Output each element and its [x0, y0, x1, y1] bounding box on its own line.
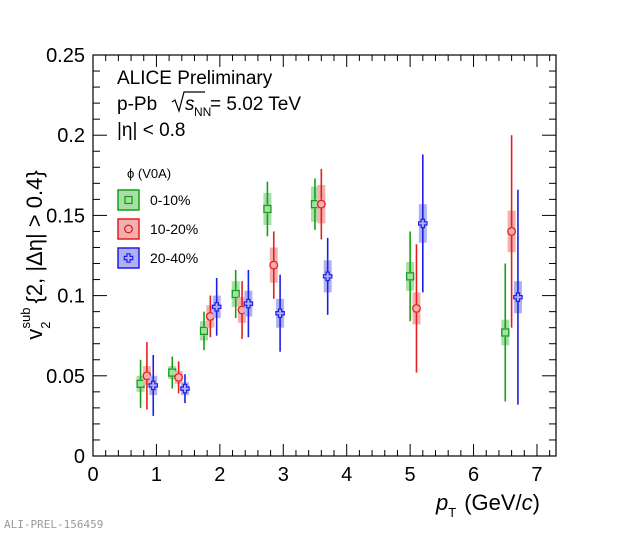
data-point: [275, 308, 285, 319]
data-point: [148, 380, 159, 391]
sys-error-box: [206, 305, 215, 328]
x-tick-label: 6: [468, 464, 479, 486]
sys-error-box: [310, 186, 319, 222]
legend-label: 20-40%: [150, 250, 198, 266]
series-20-40%: [148, 154, 523, 416]
y-axis-superscript: sub: [18, 307, 33, 328]
plot-frame: [92, 54, 557, 457]
x-axis-symbol: p: [435, 490, 448, 515]
sys-error-box: [406, 261, 415, 291]
y-axis-label: v2 sub {2, |Δη| > 0.4}: [18, 170, 53, 339]
data-point: [199, 326, 209, 336]
data-point: [412, 303, 421, 313]
legend-label: 10-20%: [150, 221, 198, 237]
sys-error-box: [501, 319, 510, 346]
legend: 0-10% 10-20% 20-40%: [117, 189, 198, 269]
axis-ticks: [92, 54, 556, 457]
y-axis-subscript: 2: [38, 321, 53, 328]
sys-error-box: [269, 247, 278, 283]
annotation-eta-cut: |η| < 0.8: [117, 120, 186, 141]
sys-error-box: [418, 204, 427, 243]
y-axis-symbol: v: [22, 329, 47, 340]
legend-swatch: [117, 189, 140, 211]
annotation-sqrt-s: s: [185, 94, 195, 115]
y-axis-condition: {2, |Δη| > 0.4}: [22, 170, 47, 303]
axis-tick-labels: 0 1 2 3 4 5 6 7 0 0.05 0.1 0.15 0.2 0.25: [46, 45, 542, 486]
x-axis-label: pT (GeV/c): [435, 490, 540, 520]
sys-error-box: [136, 375, 145, 392]
annotation-system-prefix: p-Pb: [117, 94, 157, 115]
svg-text:v2sub{2, |Δη| > 0.4}: v2 sub {2, |Δη| > 0.4}: [18, 170, 53, 339]
y-tick-label: 0: [74, 446, 85, 468]
series-0-10%: [136, 178, 510, 408]
data-point: [263, 204, 272, 214]
sys-error-box: [412, 292, 421, 325]
x-tick-label: 7: [531, 464, 542, 486]
data-point: [322, 271, 333, 282]
legend-marker: [124, 195, 133, 205]
x-tick-label: 5: [405, 464, 416, 486]
data-point: [513, 292, 523, 303]
legend-title: ϕ (V0A): [127, 166, 171, 181]
legend-marker: [124, 224, 133, 234]
legend-swatch: [117, 218, 140, 240]
x-tick-label: 1: [151, 464, 162, 486]
data-point: [316, 199, 326, 209]
x-tick-label: 0: [87, 464, 98, 486]
sys-error-box: [174, 370, 183, 384]
sys-error-box: [263, 192, 272, 226]
sys-error-box: [199, 321, 208, 341]
x-axis-unit-open: (GeV/: [464, 490, 522, 515]
x-tick-label: 4: [341, 464, 352, 486]
annotation-sqrt-sub: NN: [194, 105, 211, 119]
legend-label: 0-10%: [150, 192, 190, 208]
data-point: [243, 298, 254, 309]
sys-error-box: [276, 298, 285, 328]
sys-error-box: [317, 184, 326, 224]
data-point: [405, 272, 415, 281]
annotation-energy: = 5.02 TeV: [210, 94, 301, 115]
sys-error-box: [180, 382, 189, 396]
sys-error-box: [142, 366, 151, 386]
x-axis-unit-close: ): [533, 490, 540, 515]
y-tick-label: 0.2: [57, 125, 85, 147]
annotation-system: p-Pb: [117, 94, 157, 115]
x-tick-label: 3: [278, 464, 289, 486]
y-tick-label: 0.1: [57, 286, 85, 308]
sys-error-box: [323, 260, 332, 293]
sys-error-box: [168, 366, 177, 380]
y-tick-label: 0.25: [46, 45, 85, 67]
legend-swatch: [117, 247, 140, 269]
x-tick-label: 2: [214, 464, 225, 486]
sys-error-box: [513, 281, 522, 314]
data-point: [269, 260, 279, 270]
x-axis-subscript: T: [448, 505, 456, 520]
data-point: [211, 302, 222, 312]
series-10-20%: [142, 135, 517, 410]
preliminary-id-label: ALI-PREL-156459: [4, 518, 104, 531]
sqrt-sign: [171, 91, 205, 114]
x-axis-unit-c: c: [522, 490, 533, 515]
sys-error-box: [149, 375, 158, 396]
data-points: [136, 135, 523, 416]
legend-marker: [123, 253, 134, 263]
sys-error-box: [212, 295, 221, 319]
annotation-experiment: ALICE Preliminary: [117, 68, 273, 89]
sys-error-box: [507, 210, 516, 253]
y-tick-label: 0.05: [46, 366, 85, 388]
sys-error-box: [244, 290, 253, 317]
y-tick-label: 0.15: [46, 205, 85, 227]
sys-error-box: [238, 297, 247, 323]
data-point: [501, 328, 510, 337]
data-point: [180, 383, 190, 394]
data-point: [174, 372, 184, 382]
data-point: [231, 289, 240, 299]
data-point: [418, 218, 428, 229]
data-point: [507, 226, 517, 236]
sys-error-box: [231, 281, 240, 307]
